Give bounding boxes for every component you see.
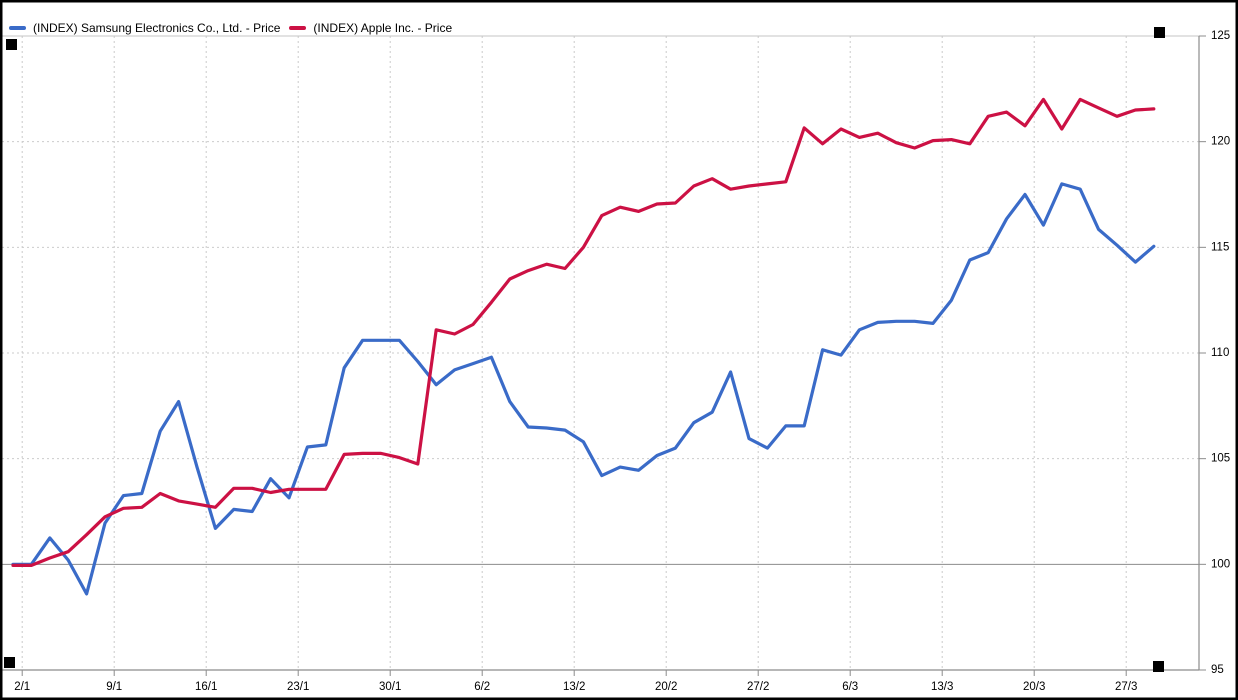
samsung-series-label: (INDEX) Samsung Electronics Co., Ltd. - …: [33, 21, 281, 35]
x-tick-label: 30/1: [379, 681, 401, 693]
x-tick-label: 6/2: [474, 681, 490, 693]
apple-series-label: (INDEX) Apple Inc. - Price: [313, 21, 453, 35]
selection-handle-bottom-left[interactable]: [4, 657, 15, 668]
y-tick-label: 105: [1211, 453, 1230, 465]
x-tick-label: 27/3: [1115, 681, 1137, 693]
x-tick-label: 20/2: [655, 681, 677, 693]
x-tick-label: 23/1: [287, 681, 309, 693]
y-tick-label: 120: [1211, 136, 1230, 148]
x-tick-label: 6/3: [842, 681, 858, 693]
x-tick-label: 13/3: [931, 681, 953, 693]
apple-price-line: [11, 97, 1156, 568]
x-tick-label: 27/2: [747, 681, 769, 693]
samsung-price-line: [11, 182, 1156, 596]
y-tick-label: 100: [1211, 558, 1230, 570]
legend-item-apple: (INDEX) Apple Inc. - Price: [289, 21, 452, 35]
x-tick-label: 16/1: [195, 681, 217, 693]
y-tick-label: 110: [1211, 347, 1229, 359]
x-tick-label: 2/1: [14, 681, 30, 693]
y-tick-label: 95: [1211, 664, 1224, 676]
selection-handle-top-right[interactable]: [1154, 27, 1165, 38]
samsung-series-swatch: [9, 26, 26, 30]
x-tick-label: 9/1: [106, 681, 122, 693]
x-tick-label: 20/3: [1023, 681, 1045, 693]
legend-item-samsung: (INDEX) Samsung Electronics Co., Ltd. - …: [9, 21, 280, 35]
x-tick-label: 13/2: [563, 681, 585, 693]
apple-series-swatch: [289, 26, 307, 30]
legend: (INDEX) Samsung Electronics Co., Ltd. - …: [9, 21, 452, 35]
y-tick-label: 115: [1211, 241, 1229, 253]
selection-handle-top-left[interactable]: [6, 39, 17, 50]
y-tick-label: 125: [1211, 30, 1230, 42]
selection-handle-bottom-right[interactable]: [1153, 661, 1164, 672]
